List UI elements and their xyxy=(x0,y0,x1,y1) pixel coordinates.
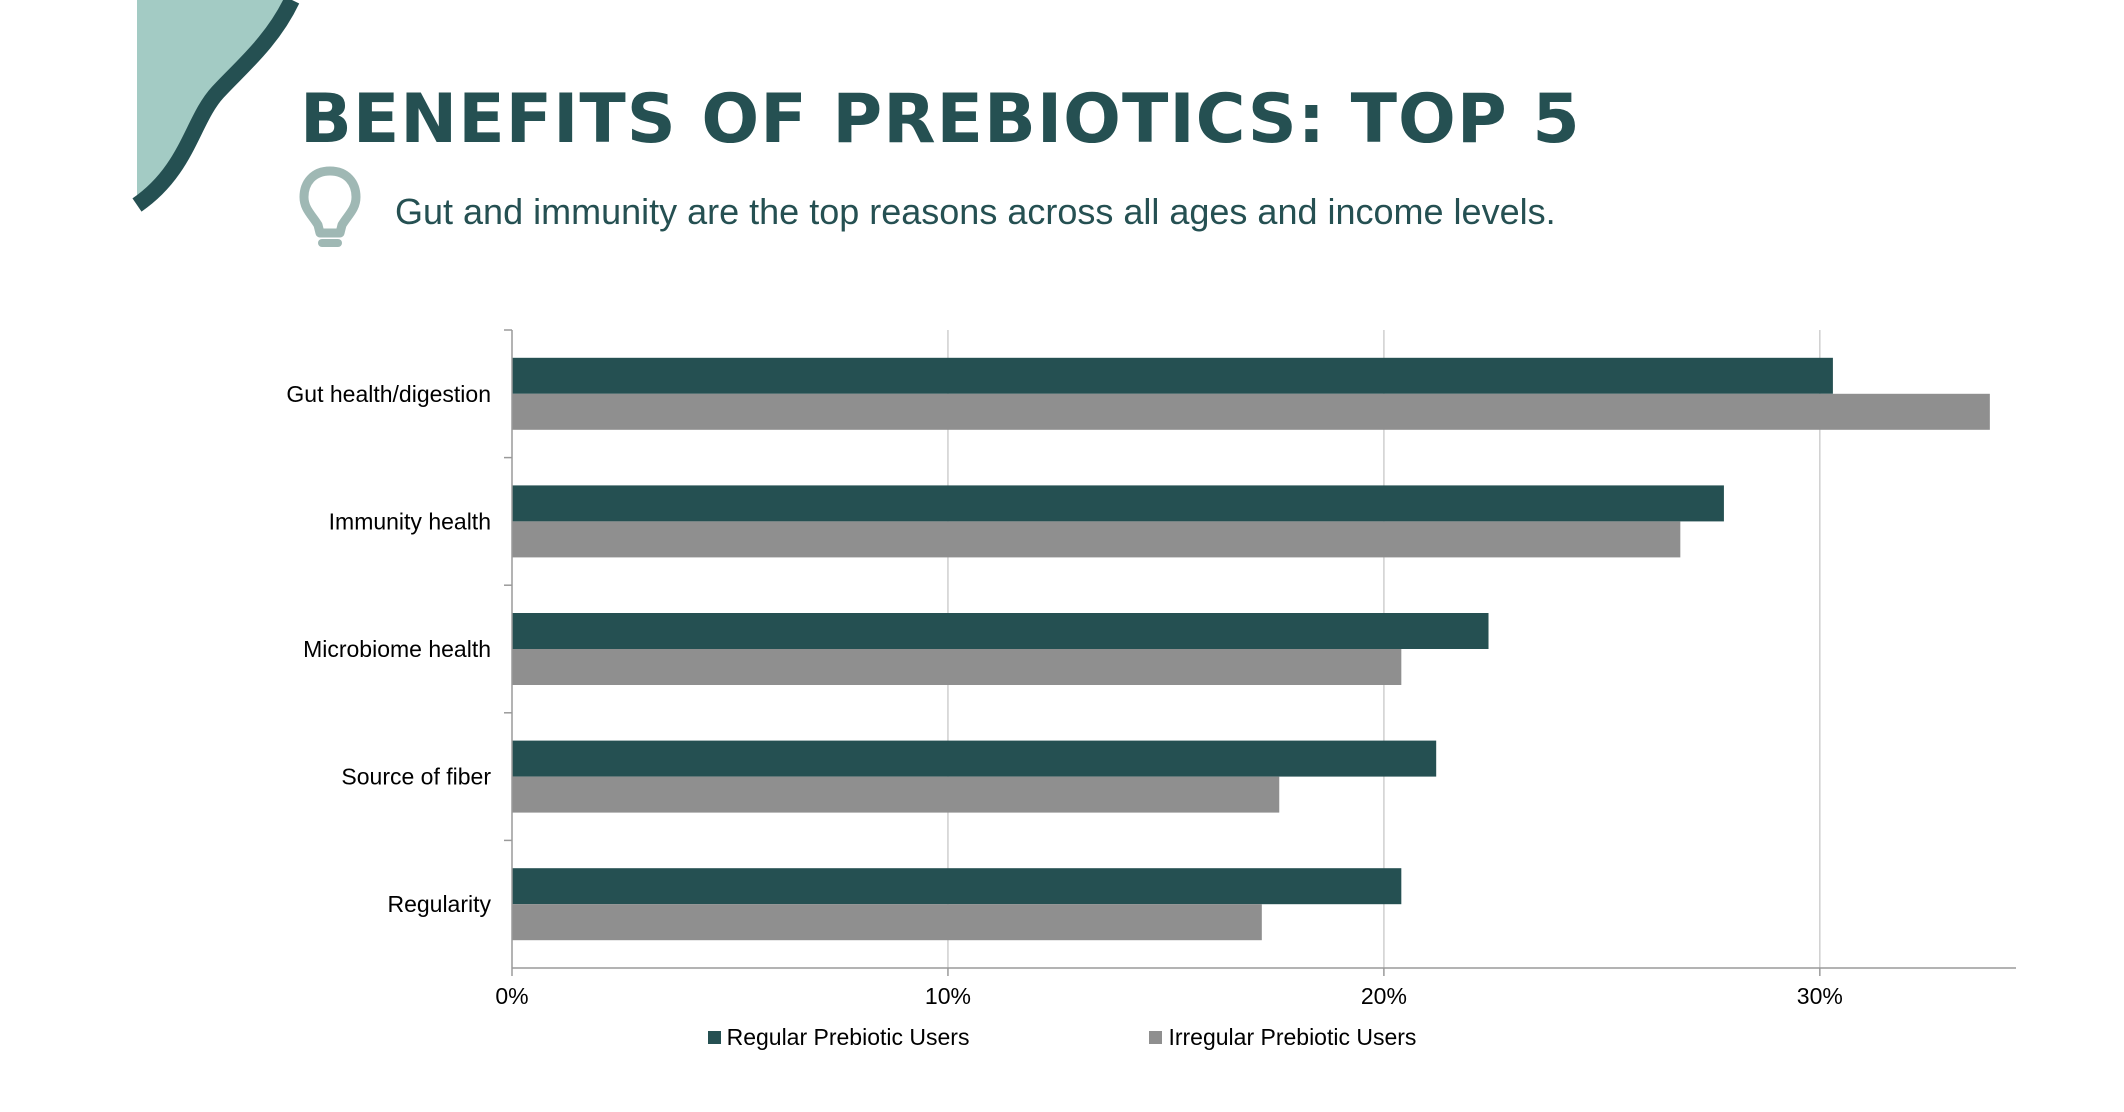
axis-labels: 0% 10% 20% 30% Gut health/digestion Immunity … xyxy=(286,381,1842,1009)
corner-wave-decoration xyxy=(132,0,300,212)
bar-irregular-1 xyxy=(512,521,1681,558)
legend-item-regular: Regular Prebiotic Users xyxy=(707,1024,970,1051)
bar-regular-0 xyxy=(512,357,1833,394)
legend-item-irregular: Irregular Prebiotic Users xyxy=(1149,1024,1416,1051)
bars xyxy=(512,357,1990,941)
legend-swatch-irregular xyxy=(1149,1031,1163,1044)
chart-legend: Regular Prebiotic Users Irregular Prebio… xyxy=(0,1024,2124,1051)
category-label-1: Immunity health xyxy=(329,508,491,534)
bar-regular-3 xyxy=(512,740,1437,777)
legend-label-irregular: Irregular Prebiotic Users xyxy=(1168,1024,1417,1050)
x-tick-label-1: 10% xyxy=(925,983,971,1009)
x-tick-label-2: 20% xyxy=(1361,983,1407,1009)
bar-irregular-0 xyxy=(512,393,1990,430)
legend-label-regular: Regular Prebiotic Users xyxy=(726,1024,970,1050)
bar-irregular-4 xyxy=(512,904,1262,941)
page-subtitle: Gut and immunity are the top reasons acr… xyxy=(395,191,1556,232)
bar-regular-1 xyxy=(512,485,1724,522)
x-tick-label-0: 0% xyxy=(495,983,528,1009)
category-label-3: Source of fiber xyxy=(341,764,491,790)
bar-irregular-3 xyxy=(512,776,1280,813)
legend-swatch-regular xyxy=(707,1031,721,1044)
category-label-0: Gut health/digestion xyxy=(286,381,491,407)
page-title: BENEFITS OF PREBIOTICS: TOP 5 xyxy=(300,80,1581,159)
category-label-2: Microbiome health xyxy=(303,636,491,662)
bar-irregular-2 xyxy=(512,649,1402,685)
x-tick-label-3: 30% xyxy=(1797,983,1843,1009)
bar-regular-2 xyxy=(512,613,1489,649)
axes xyxy=(504,329,2016,976)
category-label-4: Regularity xyxy=(387,891,491,917)
lightbulb-icon xyxy=(299,166,361,247)
bar-regular-4 xyxy=(512,868,1402,905)
